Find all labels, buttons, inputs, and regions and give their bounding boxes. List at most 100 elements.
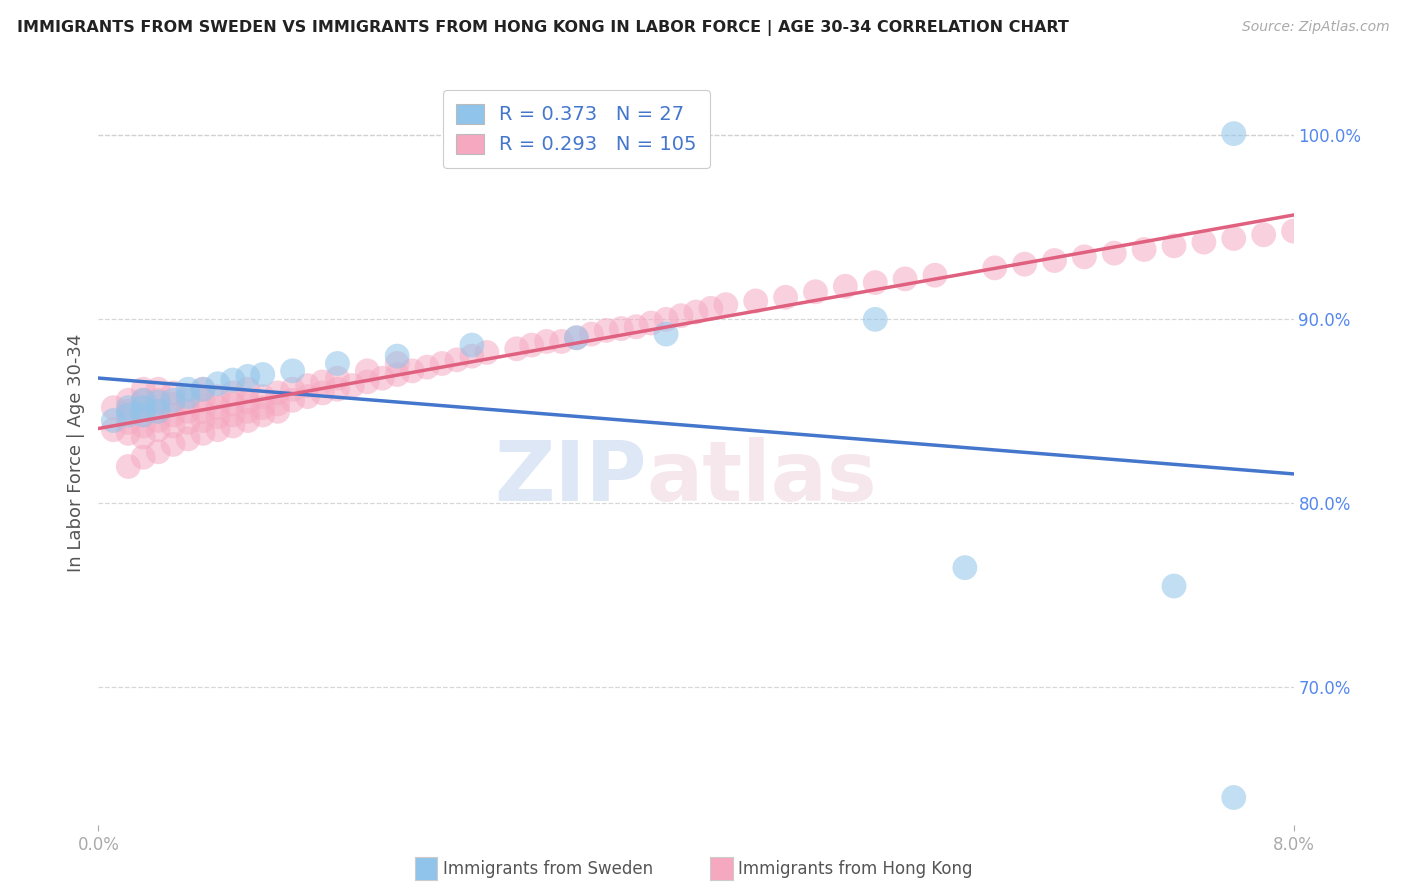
- Point: [148, 423, 170, 437]
- Point: [430, 357, 453, 371]
- Point: [1014, 257, 1036, 271]
- Point: [117, 401, 139, 415]
- Point: [461, 349, 484, 363]
- Point: [1192, 235, 1215, 249]
- Point: [1223, 790, 1246, 805]
- Text: IMMIGRANTS FROM SWEDEN VS IMMIGRANTS FROM HONG KONG IN LABOR FORCE | AGE 30-34 C: IMMIGRANTS FROM SWEDEN VS IMMIGRANTS FRO…: [17, 20, 1069, 36]
- Point: [865, 276, 887, 290]
- Point: [177, 390, 200, 404]
- Point: [326, 357, 349, 371]
- Point: [520, 338, 543, 352]
- Point: [714, 298, 737, 312]
- Point: [148, 382, 170, 396]
- Point: [385, 357, 409, 371]
- Point: [236, 395, 259, 409]
- Point: [132, 393, 155, 408]
- Point: [297, 390, 319, 404]
- Point: [252, 408, 274, 422]
- Point: [371, 371, 394, 385]
- Point: [236, 413, 259, 427]
- Point: [685, 305, 707, 319]
- Point: [207, 401, 229, 415]
- Text: Source: ZipAtlas.com: Source: ZipAtlas.com: [1241, 20, 1389, 34]
- Point: [252, 401, 274, 415]
- Point: [1163, 579, 1185, 593]
- Point: [117, 404, 139, 418]
- Point: [191, 426, 214, 441]
- Point: [191, 413, 214, 427]
- Point: [252, 390, 274, 404]
- Point: [1223, 127, 1246, 141]
- Point: [610, 321, 633, 335]
- Point: [536, 334, 558, 349]
- Point: [550, 334, 572, 349]
- Point: [281, 382, 304, 396]
- Point: [236, 382, 259, 396]
- Point: [565, 331, 588, 345]
- Text: Immigrants from Hong Kong: Immigrants from Hong Kong: [738, 860, 973, 878]
- Point: [132, 450, 155, 465]
- Point: [924, 268, 946, 283]
- Point: [132, 419, 155, 434]
- Point: [162, 437, 184, 451]
- Point: [953, 560, 976, 574]
- Point: [267, 385, 290, 400]
- Point: [281, 393, 304, 408]
- Point: [385, 349, 409, 363]
- Point: [401, 364, 423, 378]
- Point: [132, 401, 155, 415]
- Point: [148, 444, 170, 458]
- Text: atlas: atlas: [647, 437, 877, 517]
- Point: [281, 364, 304, 378]
- Point: [117, 393, 139, 408]
- Point: [416, 360, 439, 375]
- Point: [236, 404, 259, 418]
- Point: [267, 404, 290, 418]
- Y-axis label: In Labor Force | Age 30-34: In Labor Force | Age 30-34: [66, 334, 84, 572]
- Point: [461, 338, 484, 352]
- Point: [207, 376, 229, 391]
- Point: [117, 415, 139, 429]
- Point: [700, 301, 723, 316]
- Point: [669, 309, 692, 323]
- Point: [311, 385, 333, 400]
- Point: [385, 368, 409, 382]
- Point: [222, 419, 245, 434]
- Point: [506, 342, 529, 356]
- Point: [326, 382, 349, 396]
- Point: [236, 369, 259, 384]
- Point: [132, 430, 155, 444]
- Point: [207, 409, 229, 424]
- Point: [1104, 246, 1126, 260]
- Point: [191, 382, 214, 396]
- Point: [207, 390, 229, 404]
- Point: [148, 393, 170, 408]
- Point: [148, 404, 170, 418]
- Point: [475, 345, 498, 359]
- Point: [1163, 239, 1185, 253]
- Text: Immigrants from Sweden: Immigrants from Sweden: [443, 860, 652, 878]
- Point: [177, 415, 200, 429]
- Point: [1223, 231, 1246, 245]
- Point: [162, 385, 184, 400]
- Point: [132, 382, 155, 396]
- Point: [446, 352, 468, 367]
- Point: [326, 371, 349, 385]
- Point: [297, 378, 319, 392]
- Point: [222, 397, 245, 411]
- Point: [356, 364, 378, 378]
- Point: [148, 395, 170, 409]
- Point: [565, 331, 588, 345]
- Point: [117, 426, 139, 441]
- Point: [1253, 227, 1275, 242]
- Point: [1133, 243, 1156, 257]
- Text: ZIP: ZIP: [495, 437, 647, 517]
- Point: [103, 423, 125, 437]
- Point: [148, 404, 170, 418]
- Point: [177, 432, 200, 446]
- Point: [132, 408, 155, 422]
- Point: [655, 327, 678, 342]
- Point: [162, 397, 184, 411]
- Point: [162, 393, 184, 408]
- Point: [311, 375, 333, 389]
